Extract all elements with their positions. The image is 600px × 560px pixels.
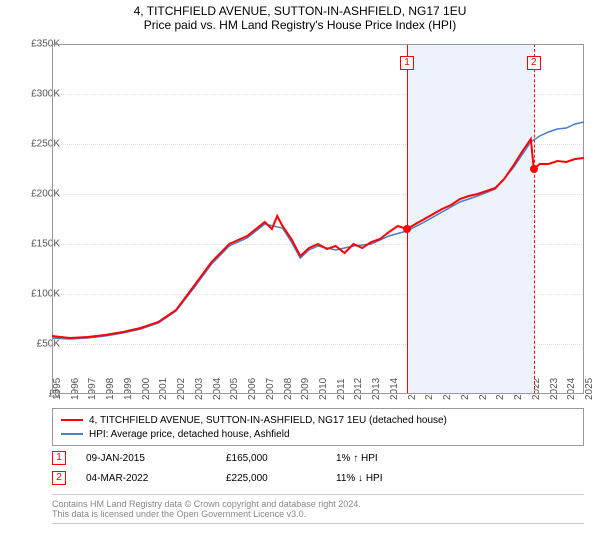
legend-swatch	[61, 433, 83, 435]
footer-attribution: Contains HM Land Registry data © Crown c…	[52, 494, 584, 524]
legend-swatch	[61, 419, 83, 421]
property-line	[52, 139, 584, 338]
chart-header: 4, TITCHFIELD AVENUE, SUTTON-IN-ASHFIELD…	[0, 0, 600, 34]
chart-subtitle: Price paid vs. HM Land Registry's House …	[0, 18, 600, 32]
sale-date: 04-MAR-2022	[86, 473, 226, 484]
sale-row: 2 04-MAR-2022 £225,000 11% ↓ HPI	[52, 468, 584, 488]
sale-diff: 1% ↑ HPI	[336, 453, 456, 464]
sale-diff: 11% ↓ HPI	[336, 473, 456, 484]
legend-item-hpi: HPI: Average price, detached house, Ashf…	[61, 427, 575, 441]
footer-line: This data is licensed under the Open Gov…	[52, 509, 584, 519]
chart-title: 4, TITCHFIELD AVENUE, SUTTON-IN-ASHFIELD…	[0, 4, 600, 18]
footer-line: Contains HM Land Registry data © Crown c…	[52, 499, 584, 509]
sale-marker-box: 2	[52, 471, 66, 485]
sales-table: 1 09-JAN-2015 £165,000 1% ↑ HPI 2 04-MAR…	[52, 448, 584, 488]
chart-svg	[52, 44, 584, 394]
sale-row: 1 09-JAN-2015 £165,000 1% ↑ HPI	[52, 448, 584, 468]
legend-label: 4, TITCHFIELD AVENUE, SUTTON-IN-ASHFIELD…	[89, 415, 447, 426]
sale-price: £165,000	[226, 453, 336, 464]
sale-marker-box: 1	[52, 451, 66, 465]
legend-label: HPI: Average price, detached house, Ashf…	[89, 429, 290, 440]
hpi-line	[52, 122, 584, 339]
sale-price: £225,000	[226, 473, 336, 484]
legend-item-property: 4, TITCHFIELD AVENUE, SUTTON-IN-ASHFIELD…	[61, 413, 575, 427]
legend: 4, TITCHFIELD AVENUE, SUTTON-IN-ASHFIELD…	[52, 408, 584, 446]
sale-date: 09-JAN-2015	[86, 453, 226, 464]
